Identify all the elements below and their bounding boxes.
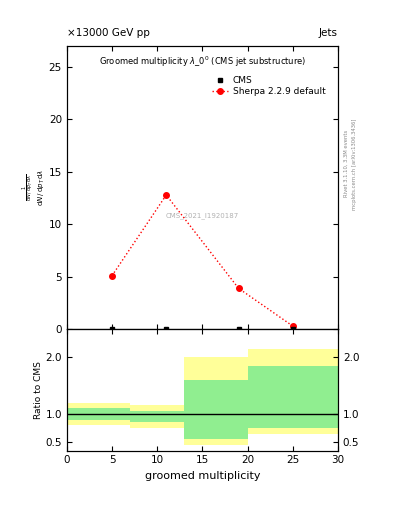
Text: CMS_2021_I1920187: CMS_2021_I1920187 bbox=[166, 212, 239, 219]
CMS bbox=[236, 326, 241, 332]
Text: Groomed multiplicity $\lambda\_0^0$ (CMS jet substructure): Groomed multiplicity $\lambda\_0^0$ (CMS… bbox=[99, 55, 306, 69]
Line: CMS: CMS bbox=[110, 327, 295, 332]
X-axis label: groomed multiplicity: groomed multiplicity bbox=[145, 471, 260, 481]
Legend: CMS, Sherpa 2.2.9 default: CMS, Sherpa 2.2.9 default bbox=[209, 73, 328, 98]
CMS bbox=[110, 326, 114, 332]
Line: Sherpa 2.2.9 default: Sherpa 2.2.9 default bbox=[109, 192, 296, 329]
Y-axis label: Ratio to CMS: Ratio to CMS bbox=[34, 361, 43, 419]
Sherpa 2.2.9 default bbox=[164, 192, 169, 198]
Text: ×13000 GeV pp: ×13000 GeV pp bbox=[67, 28, 150, 37]
Sherpa 2.2.9 default bbox=[236, 285, 241, 291]
Sherpa 2.2.9 default bbox=[290, 323, 295, 329]
CMS bbox=[164, 326, 169, 332]
Text: mcplots.cern.ch [arXiv:1306.3436]: mcplots.cern.ch [arXiv:1306.3436] bbox=[352, 118, 357, 209]
Text: Rivet 3.1.10, 3.3M events: Rivet 3.1.10, 3.3M events bbox=[344, 130, 349, 198]
Y-axis label: $\frac{1}{\mathrm{d}N\,/\,\mathrm{d}p_T\,\mathrm{d}\lambda}$
$\mathrm{d}N\,/\,\m: $\frac{1}{\mathrm{d}N\,/\,\mathrm{d}p_T\… bbox=[20, 169, 47, 206]
Text: Jets: Jets bbox=[319, 28, 338, 37]
Sherpa 2.2.9 default bbox=[110, 273, 114, 279]
CMS bbox=[290, 326, 295, 332]
